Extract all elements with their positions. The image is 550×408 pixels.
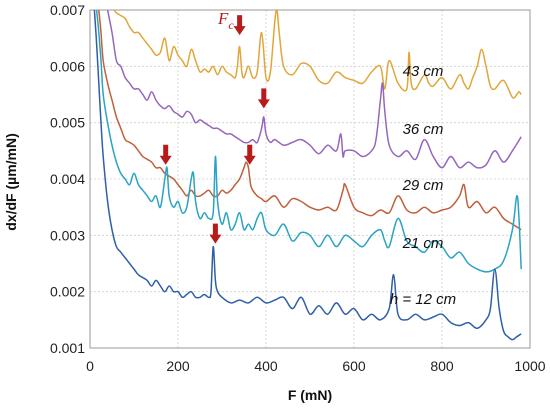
grid: [90, 10, 530, 348]
series-line: [98, 10, 522, 231]
fc-annotation: Fc: [217, 9, 234, 32]
y-axis-title: dx/dF (µm/mN): [3, 133, 19, 231]
series-label: h = 12 cm: [390, 291, 456, 308]
arrow-layer: [159, 15, 270, 244]
series-line: [93, 10, 522, 341]
peak-arrow-shaft: [247, 144, 253, 157]
x-tick-label: 600: [342, 358, 366, 374]
peak-arrow-head: [243, 155, 256, 165]
peak-arrow-head: [209, 234, 222, 244]
plot-frame: [89, 9, 531, 349]
series-layer: [93, 10, 522, 341]
peak-arrow-head: [233, 26, 246, 36]
peak-arrow-head: [159, 155, 172, 165]
y-tick-label: 0.007: [50, 2, 85, 18]
peak-arrow-shaft: [163, 144, 169, 157]
series-label: 43 cm: [403, 63, 444, 80]
y-tick-label: 0.002: [50, 284, 85, 300]
series-label: 36 cm: [403, 121, 444, 138]
peak-arrow-head: [257, 99, 270, 109]
y-tick-label: 0.005: [50, 115, 85, 131]
tick-layer: 0 200 400 600 800 1000 0.001 0.002 0.003 0.004 0.0…: [50, 2, 546, 374]
y-tick-label: 0.001: [50, 340, 85, 356]
x-tick-label: 200: [166, 358, 190, 374]
series-label: 29 cm: [402, 177, 444, 194]
peak-arrow-shaft: [212, 223, 218, 236]
peak-arrow-shaft: [261, 88, 267, 101]
peak-arrow-shaft: [237, 15, 243, 28]
series-labels: 43 cm 36 cm 29 cm 21 cm h = 12 cm: [390, 63, 456, 308]
x-axis-title: F (mN): [288, 387, 332, 403]
series-line: [106, 10, 522, 169]
y-tick-label: 0.006: [50, 58, 85, 74]
x-tick-label: 800: [430, 358, 454, 374]
x-tick-label: 400: [254, 358, 278, 374]
fc-annotation-main: F: [217, 9, 229, 28]
series-label: 21 cm: [402, 235, 444, 252]
y-tick-label: 0.003: [50, 227, 85, 243]
x-tick-label: 1000: [514, 358, 545, 374]
series-line: [95, 10, 522, 273]
series-line: [113, 10, 522, 99]
x-tick-label: 0: [86, 358, 94, 374]
fc-annotation-sub: c: [228, 18, 234, 32]
y-tick-label: 0.004: [50, 171, 85, 187]
